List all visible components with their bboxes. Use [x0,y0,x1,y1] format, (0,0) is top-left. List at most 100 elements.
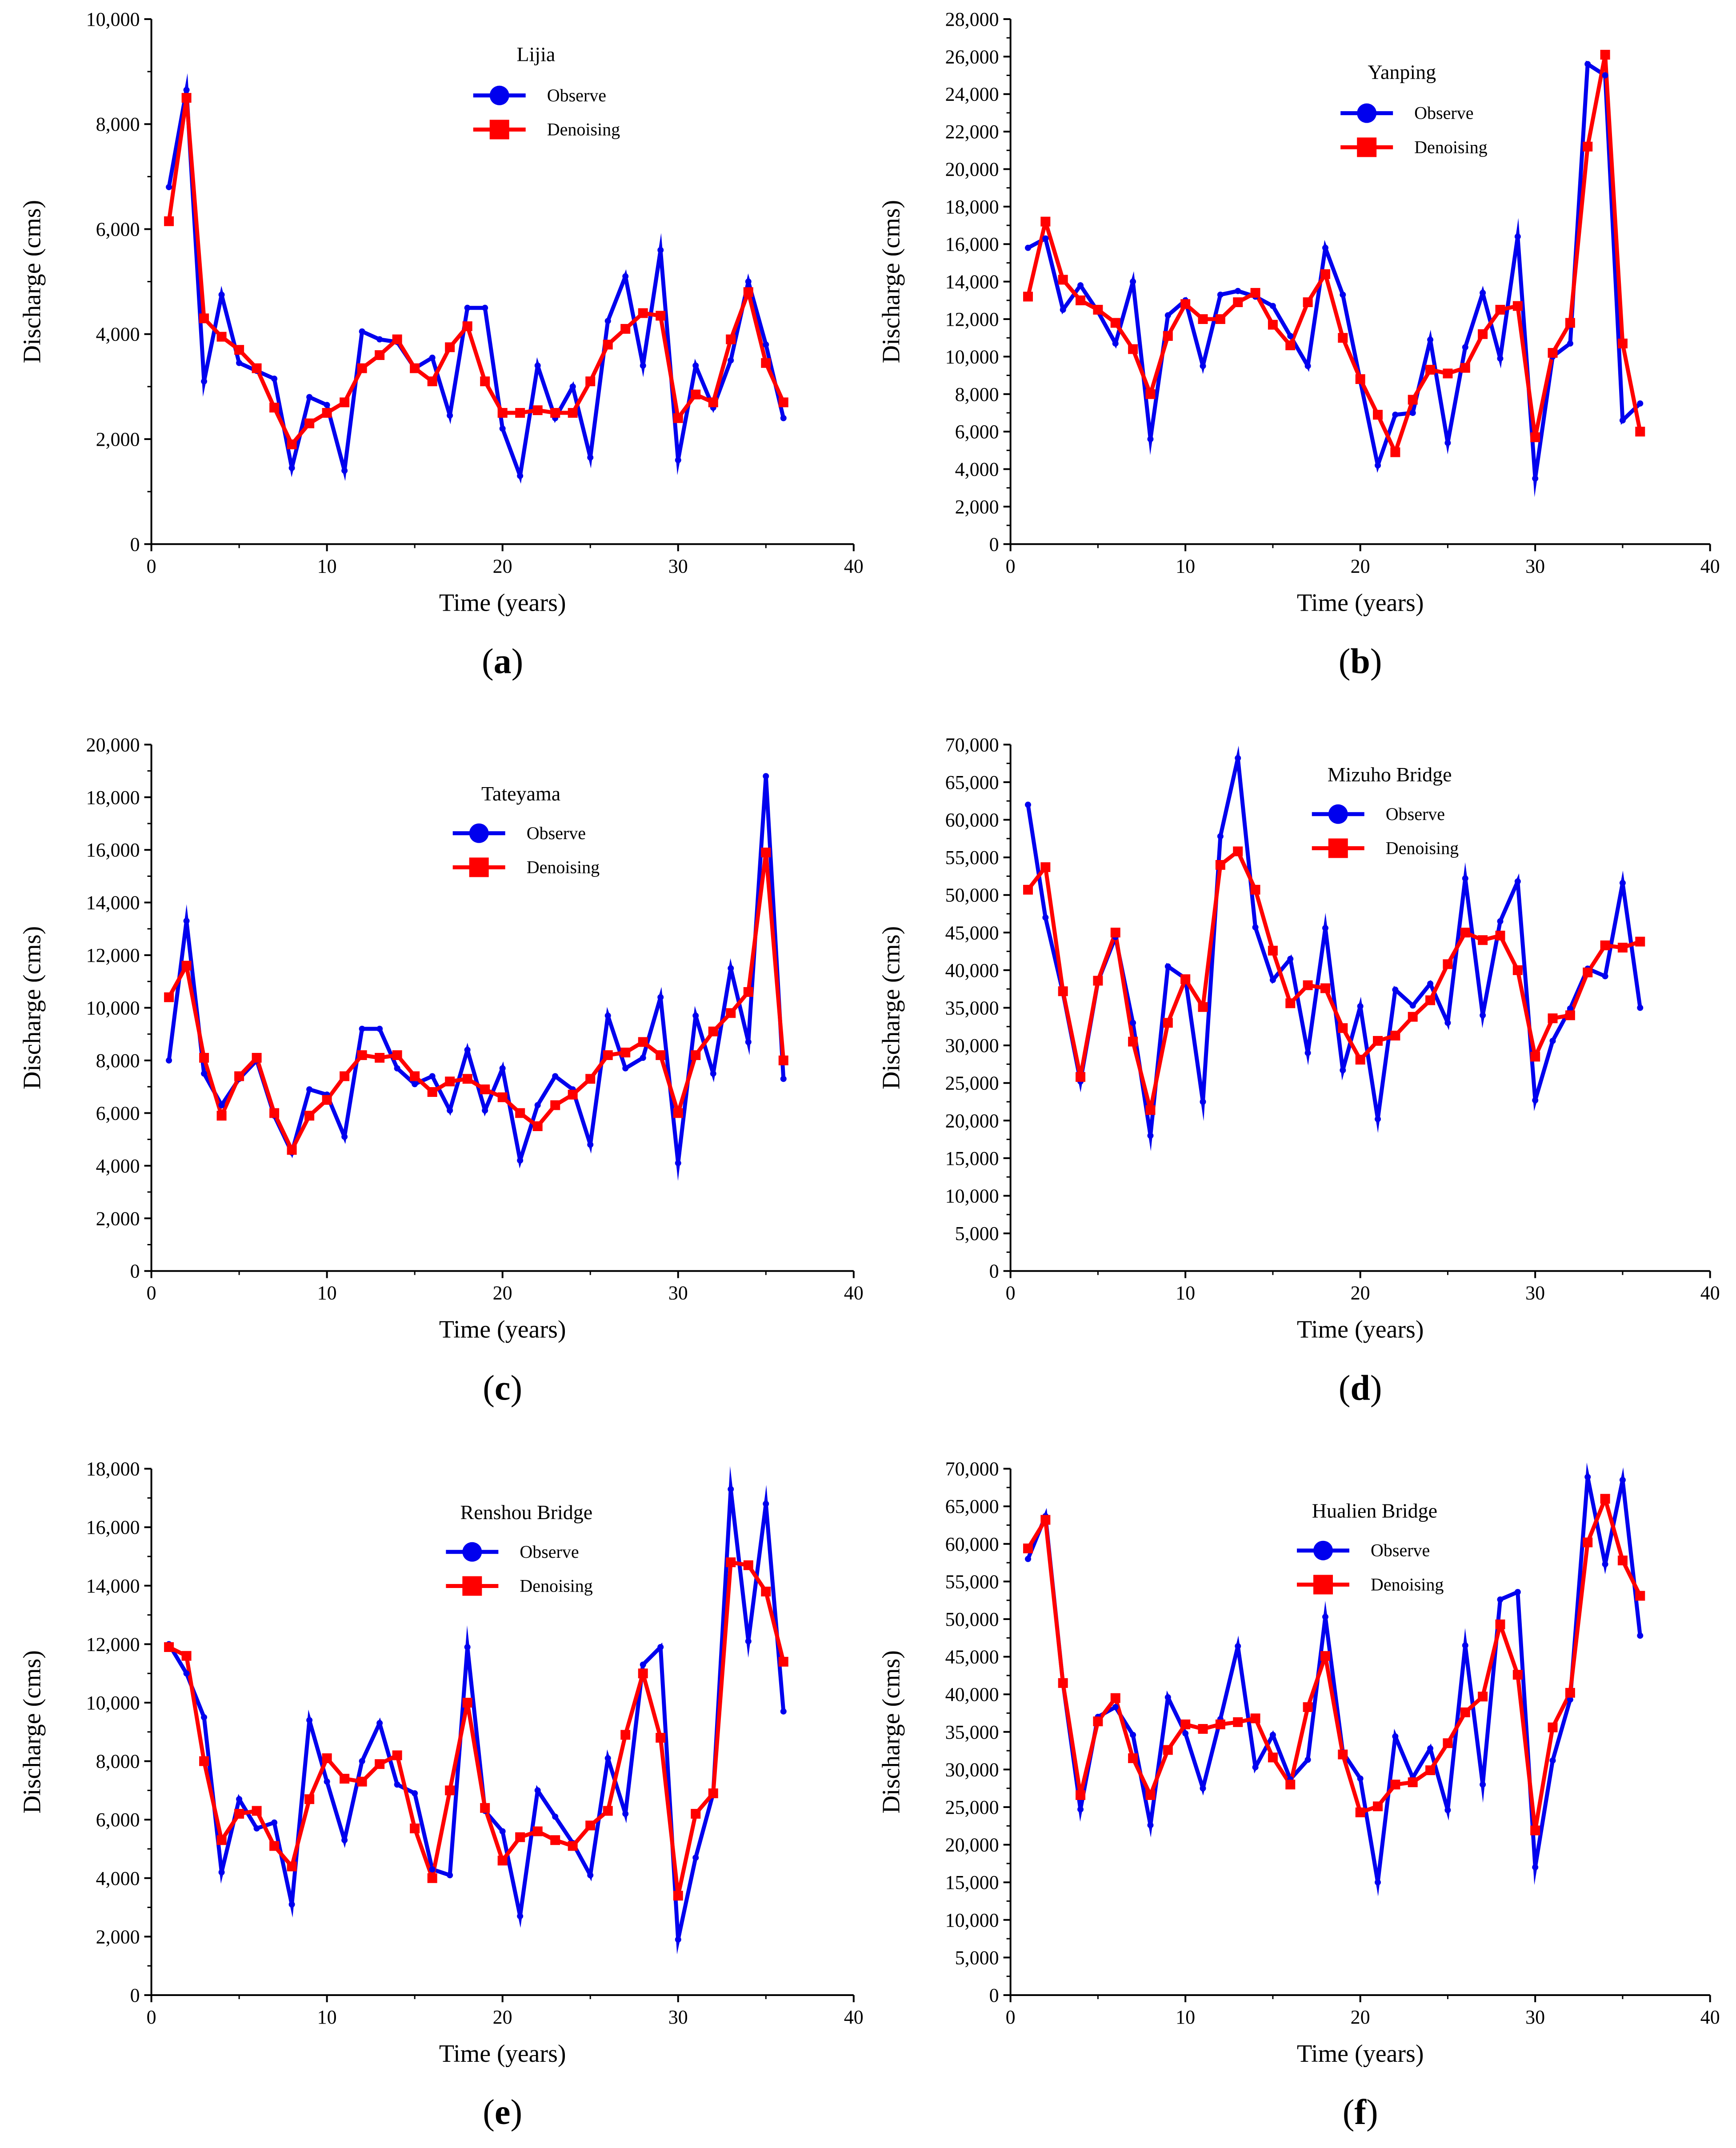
observe-point [1462,344,1468,351]
observe-point [517,1157,524,1164]
denoising-point [1215,314,1225,324]
observe-point [1269,976,1276,983]
observe-point [604,1012,611,1019]
observe-point [1235,755,1241,761]
chart-title: Yanping [1368,61,1436,84]
observe-point [640,1055,646,1061]
observe-point [464,1047,471,1053]
denoising-point [1390,447,1400,457]
denoising-point [1058,986,1068,996]
denoising-point [252,1053,262,1063]
observe-point [1409,409,1416,416]
chart-panel-a: 0 10 20 30 40 0 2,000 4,000 6,000 8,000 10,000 Time… [19,8,864,681]
panel-letter: e [495,2093,511,2132]
denoising-point [322,1753,332,1764]
observe-point [429,354,436,361]
observe-point [534,1102,541,1108]
panel-label: (d) [1339,1369,1382,1408]
denoising-point [375,1759,385,1769]
observe-point [218,1102,225,1108]
denoising-point [392,1050,402,1060]
denoising-point [1093,304,1103,315]
denoising-point [568,1841,578,1851]
y-tick-label: 8,000 [96,113,140,135]
denoising-point [1600,940,1610,951]
observe-point [587,1141,594,1148]
denoising-point [304,1794,315,1804]
denoising-point [164,1642,174,1652]
observe-point [587,454,594,461]
denoising-point [1635,427,1645,437]
y-tick-label: 35,000 [945,997,999,1019]
denoising-point [761,358,771,368]
x-tick-label: 0 [147,1282,156,1304]
observe-point [728,1486,734,1492]
denoising-point [708,397,718,408]
legend-observe-label: Observe [1386,804,1445,824]
observe-point [1462,875,1468,882]
observe-point [1164,963,1171,970]
denoising-point [1268,945,1278,956]
y-tick-label: 2,000 [96,1208,140,1229]
observe-point [692,1854,699,1861]
observe-point [1637,1004,1644,1011]
denoising-point [1565,1688,1575,1698]
observe-point [675,457,681,464]
observe-point [1147,1822,1154,1828]
denoising-point [620,324,631,334]
observe-point [166,1057,172,1064]
chart-title: Renshou Bridge [460,1501,593,1524]
denoising-point [164,992,174,1002]
observe-point [201,378,208,385]
observe-point [236,360,243,366]
legend-denoising-marker [1328,838,1348,858]
observe-point [359,328,365,335]
denoising-point [1250,1713,1260,1724]
observe-point [1200,1785,1206,1792]
observe-point [412,1790,418,1796]
denoising-point [1058,1678,1068,1688]
observe-point [376,336,383,343]
legend-denoising-label: Denoising [547,119,620,139]
observe-point [394,1065,400,1072]
x-tick-label: 20 [493,555,512,577]
denoising-point [656,1732,666,1743]
x-tick-label: 0 [1006,2006,1016,2028]
observe-point [1497,1596,1504,1603]
denoising-point [1023,1543,1033,1553]
denoising-point [1617,1556,1628,1566]
denoising-point [462,321,472,332]
observe-point [763,1500,769,1507]
x-tick-label: 0 [147,2006,156,2028]
y-tick-label: 55,000 [945,1571,999,1592]
denoising-point [392,1750,402,1760]
denoising-point [1425,995,1436,1005]
observe-point [482,1107,488,1114]
x-axis-title: Time (years) [1297,589,1424,616]
y-tick-label: 18,000 [945,196,999,218]
observe-point [288,1901,295,1908]
observe-point [324,1778,330,1785]
denoising-point [515,408,525,418]
y-tick-label: 0 [989,1260,999,1282]
observe-point [1637,400,1644,407]
denoising-point [234,1809,244,1819]
observe-point [1497,355,1504,362]
y-axis-title: Discharge (cms) [19,1650,46,1814]
observe-point [1024,244,1031,251]
x-tick-label: 20 [1351,555,1370,577]
x-axis-title: Time (years) [1297,1316,1424,1344]
observe-point [1427,980,1434,987]
denoising-point [1145,1105,1156,1115]
denoising-point [269,403,280,413]
denoising-point [603,1806,613,1816]
observe-point [534,362,541,369]
observe-point [1462,1642,1468,1649]
chart-panel-c: 0 10 20 30 40 0 2,000 4,000 6,000 8,000 10,000 12,0… [19,734,864,1408]
denoising-point [1076,1072,1086,1082]
panel-label: (f) [1343,2093,1378,2132]
observe-point [499,425,506,432]
denoising-point [1076,1790,1086,1800]
denoising-point [1373,1801,1383,1812]
observe-point [429,1866,436,1873]
